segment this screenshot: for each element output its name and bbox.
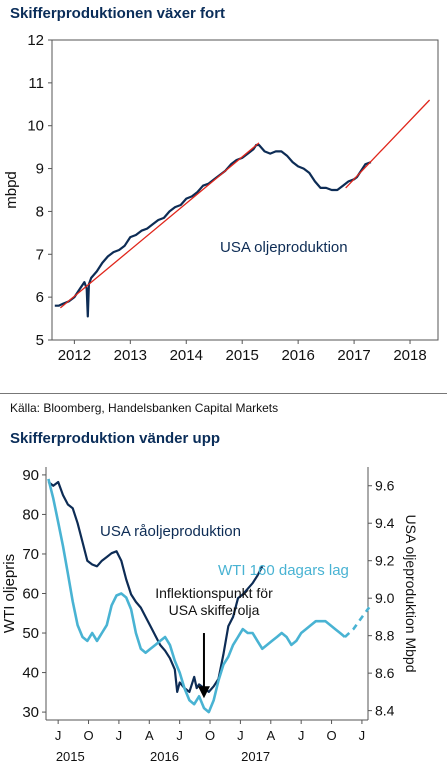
y-tick-label: 12 [27, 32, 44, 49]
y2-tick-label: 8.8 [375, 628, 395, 644]
trend-line [59, 142, 260, 309]
x-tick-label: 2016 [281, 347, 314, 364]
x-month-label: J [237, 728, 244, 743]
plot-frame [51, 39, 439, 341]
x-month-label: J [359, 728, 366, 743]
production-line [47, 480, 264, 693]
x-month-label: O [326, 728, 336, 743]
x-tick-label: 2017 [337, 347, 370, 364]
production-line [54, 143, 372, 318]
y2-tick-label: 9.4 [375, 515, 395, 531]
y2-tick-label: 9.6 [375, 478, 395, 494]
x-tick-label: 2018 [393, 347, 426, 364]
wti-line [47, 478, 346, 714]
y-axis-label: mbpd [3, 171, 20, 209]
trend-line [345, 99, 431, 189]
series-annotation: USA oljeproduktion [220, 239, 348, 256]
x-month-label: J [55, 728, 62, 743]
source-note: Källa: Bloomberg, Handelsbanken Capital … [10, 401, 279, 415]
y-tick-label: 10 [27, 118, 44, 135]
x-tick-label: 2013 [114, 347, 147, 364]
x-month-label: O [83, 728, 93, 743]
y-tick-label: 11 [28, 75, 44, 92]
y-tick-label: 7 [36, 246, 44, 263]
wti-annotation: WTI 160 dagars lag [218, 562, 349, 579]
wti-forecast-line [344, 606, 371, 638]
y2-tick-label: 9.0 [375, 590, 395, 606]
wti-production-chart: 30 40 50 60 70 80 90 8.4 8.6 8.8 9.0 9.2 9.4 9.6 J O J A J… [1, 467, 419, 764]
y-tick-label: 80 [22, 506, 39, 523]
x-month-label: A [145, 728, 154, 743]
x-month-label: J [176, 728, 183, 743]
x-month-label: J [116, 728, 123, 743]
x-tick-label: 2012 [58, 347, 91, 364]
y-tick-label: 70 [22, 546, 39, 563]
x-year-label: 2017 [241, 749, 270, 764]
x-year-label: 2015 [56, 749, 85, 764]
x-month-label: A [266, 728, 275, 743]
chart1-title: Skifferproduktionen växer fort [10, 5, 226, 22]
y-tick-label: 50 [22, 625, 39, 642]
y-tick-label: 30 [22, 704, 39, 721]
x-tick-label: 2015 [226, 347, 259, 364]
y2-tick-label: 8.4 [375, 703, 395, 719]
x-month-label: O [205, 728, 215, 743]
chart2-title: Skifferproduktion vänder upp [10, 430, 221, 447]
x-tick-label: 2014 [170, 347, 203, 364]
y-tick-label: 5 [36, 332, 44, 349]
production-trend-chart: 5 6 7 8 9 10 11 12 2012 2013 2014 2015 2016 2017 2018 m… [3, 32, 439, 364]
y2-axis-label: USA oljeproduktion Mbpd [403, 515, 419, 673]
x-month-label: J [298, 728, 305, 743]
y-tick-label: 90 [22, 467, 39, 484]
y-tick-label: 9 [36, 161, 44, 178]
inflection-annotation: Inflektionspunkt för [155, 585, 273, 601]
y2-tick-label: 8.6 [375, 665, 395, 681]
section-divider [0, 393, 447, 394]
x-year-label: 2016 [150, 749, 179, 764]
y-axis-label: WTI oljepris [1, 554, 18, 633]
inflection-annotation: USA skifferolja [169, 602, 260, 618]
production-annotation: USA råoljeproduktion [100, 523, 241, 540]
y-tick-label: 60 [22, 586, 39, 603]
y-tick-label: 40 [22, 665, 39, 682]
y-tick-label: 8 [36, 203, 44, 220]
y2-tick-label: 9.2 [375, 553, 395, 569]
inflection-arrowhead [197, 686, 210, 699]
y-tick-label: 6 [36, 289, 44, 306]
